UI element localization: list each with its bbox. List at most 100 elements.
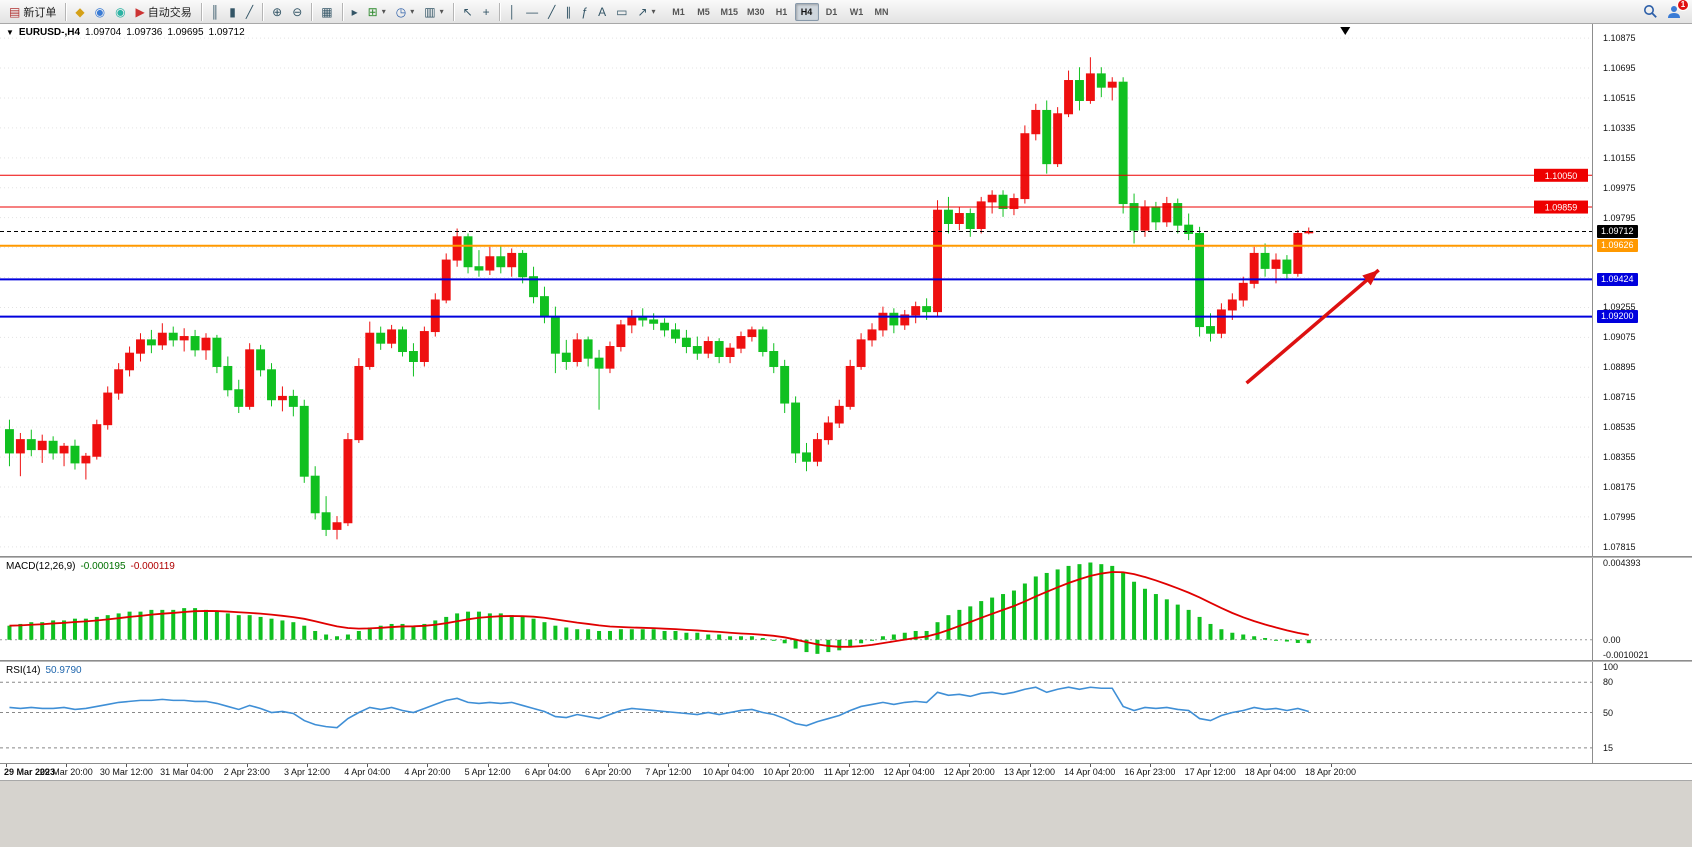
toolbar-separator — [498, 2, 500, 21]
timeframe-m30-button[interactable]: M30 — [747, 6, 765, 17]
cursor-icon: ↖ — [462, 4, 473, 19]
mql5-wizard-icon: ◆ — [75, 4, 85, 19]
macd-value-signal: -0.000119 — [130, 561, 175, 572]
chevron-down-icon[interactable]: ▾ — [651, 7, 656, 16]
line-chart-icon: ╱ — [245, 4, 254, 19]
rsi-value: 50.9790 — [45, 665, 82, 676]
candles-chart-button[interactable]: ▮ — [224, 2, 241, 22]
macd-scale-label: 0.004393 — [1603, 558, 1641, 568]
macd-pane[interactable]: MACD(12,26,9) -0.000195 -0.000119 0.0043… — [0, 558, 1692, 660]
time-axis-tick — [969, 764, 971, 767]
timeframe-h4-button[interactable]: H4 — [794, 2, 819, 21]
time-axis[interactable]: 29 Mar 2023 29 Mar 20:00 30 Mar 12:00 31 Ma… — [0, 763, 1692, 780]
chevron-down-icon[interactable]: ▾ — [410, 7, 415, 16]
new-order-button[interactable]: ▤ 新订单 — [4, 2, 61, 22]
timeframe-mn-button[interactable]: MN — [874, 6, 889, 17]
indicators-button[interactable]: ⊞ ▾ — [363, 2, 391, 22]
time-axis-label: 29 Mar 20:00 — [39, 767, 93, 777]
svg-text:1.09859: 1.09859 — [1545, 203, 1578, 213]
auto-trading-icon: ▶ — [135, 4, 145, 19]
time-axis-label: 10 Apr 20:00 — [763, 767, 815, 777]
timeframe-h1-button[interactable]: H1 — [775, 6, 788, 17]
price-scale-label: 1.09975 — [1603, 182, 1636, 193]
timeframe-m15-button[interactable]: M15 — [720, 6, 739, 17]
collapse-panel-icon[interactable]: ▼ — [6, 28, 14, 37]
crosshair-button[interactable]: + — [478, 2, 495, 22]
periods-button[interactable]: ◷ ▾ — [391, 2, 420, 22]
notification-badge[interactable]: 1 — [1677, 0, 1689, 11]
timeframe-d1-button[interactable]: D1 — [825, 6, 838, 17]
toolbar-separator — [65, 2, 67, 21]
trendline-icon: ╱ — [548, 4, 556, 19]
rsi-chart[interactable] — [0, 662, 1592, 763]
equidistant-channel-button[interactable]: ∥ — [560, 2, 576, 22]
timeframe-m1-button[interactable]: M1 — [672, 6, 685, 17]
auto-trading-button[interactable]: ▶ 自动交易 — [131, 2, 197, 22]
price-scale[interactable]: 1.10875 1.10695 1.10515 1.10335 1.10155 1.099… — [1592, 24, 1692, 556]
templates-button[interactable]: ▥ ▾ — [419, 2, 448, 22]
price-scale-label: 1.10515 — [1603, 92, 1636, 103]
time-axis-tick — [788, 764, 790, 767]
time-axis-label: 18 Apr 04:00 — [1244, 767, 1296, 777]
rsi-pane[interactable]: RSI(14) 50.9790 100 80 50 15 — [0, 662, 1692, 763]
new-order-icon: ▤ — [9, 4, 21, 19]
price-scale-label: 1.10335 — [1603, 122, 1636, 133]
horizontal-line-button[interactable]: — — [521, 2, 543, 22]
macd-scale[interactable]: 0.004393 0.00 -0.0010021 — [1592, 558, 1692, 660]
trendline-button[interactable]: ╱ — [543, 2, 560, 22]
zoom-in-button[interactable]: ⊕ — [267, 2, 287, 22]
main-chart-pane[interactable]: 1.10050 1.09859 ▼ EURUSD-,H4 1.09704 1.09… — [0, 24, 1692, 556]
pane-divider[interactable] — [0, 660, 1692, 662]
time-axis-tick — [848, 764, 850, 767]
text-button[interactable]: A — [593, 2, 611, 22]
search-icon[interactable] — [1643, 4, 1658, 19]
price-scale-label: 1.10695 — [1603, 63, 1636, 74]
timeframe-m5-button[interactable]: M5 — [697, 6, 710, 17]
time-axis-tick — [126, 764, 128, 767]
rsi-header: RSI(14) 50.9790 — [6, 665, 82, 676]
time-axis-label: 5 Apr 12:00 — [464, 767, 511, 777]
time-axis-tick — [307, 764, 309, 767]
chevron-down-icon[interactable]: ▾ — [439, 7, 444, 16]
market-button[interactable]: ◉ — [110, 2, 130, 22]
rsi-scale[interactable]: 100 80 50 15 — [1592, 662, 1692, 763]
fibonacci-button[interactable]: ƒ — [576, 2, 593, 22]
chevron-down-icon[interactable]: ▾ — [381, 7, 386, 16]
toolbar-right: 1 — [1643, 0, 1689, 20]
time-axis-tick — [1029, 764, 1031, 767]
vertical-line-button[interactable]: │ — [504, 2, 522, 22]
price-scale-label: 1.09255 — [1603, 302, 1636, 313]
price-scale-label: 1.08355 — [1603, 452, 1636, 463]
auto-scroll-button[interactable]: ▸ — [347, 2, 363, 22]
zoom-out-button[interactable]: ⊖ — [287, 2, 307, 22]
pane-divider[interactable] — [0, 556, 1692, 558]
time-axis-tick — [6, 764, 7, 767]
macd-chart[interactable] — [0, 558, 1592, 660]
time-axis-tick — [547, 764, 549, 767]
arrows-tool-button[interactable]: ↗ ▾ — [632, 2, 660, 22]
toolbar: ▤ 新订单 ◆ ◉ ◉ ▶ 自动交易 ║ ▮ ╱ ⊕ ⊖ ▦ ▸ ⊞ ▾ ◷ ▾ ▥ ▾ ↖ + │ — ╱ ∥ ƒ A ▭ ↗ ▾ M1 M… — [0, 0, 1692, 24]
price-scale-label: 1.07815 — [1603, 541, 1636, 552]
text-label-button[interactable]: ▭ — [611, 2, 632, 22]
line-chart-button[interactable]: ╱ — [241, 2, 258, 22]
toolbar-separator — [341, 2, 343, 21]
crosshair-icon: + — [482, 4, 490, 19]
cursor-button[interactable]: ↖ — [458, 2, 478, 22]
bars-chart-button[interactable]: ║ — [206, 2, 225, 22]
symbol-timeframe-label: EURUSD-,H4 — [18, 27, 81, 38]
time-axis-tick — [66, 764, 68, 767]
ohlc-high: 1.09736 — [126, 27, 163, 38]
time-axis-label: 7 Apr 12:00 — [645, 767, 692, 777]
time-axis-tick — [1089, 764, 1091, 767]
candlestick-chart[interactable]: 1.10050 1.09859 — [0, 24, 1592, 556]
time-axis-label: 2 Apr 23:00 — [223, 767, 270, 777]
mql5-wizard-button[interactable]: ◆ — [70, 2, 89, 22]
red-arrow-annotation — [1245, 268, 1380, 385]
price-scale-label: 1.10875 — [1603, 33, 1636, 44]
community-button[interactable]: ◉ — [90, 2, 110, 22]
time-axis-label: 10 Apr 04:00 — [702, 767, 754, 777]
timeframe-w1-button[interactable]: W1 — [849, 6, 864, 17]
profile-icon[interactable]: 1 — [1666, 0, 1689, 20]
candles-chart-icon: ▮ — [229, 4, 236, 19]
tile-windows-button[interactable]: ▦ — [316, 2, 337, 22]
